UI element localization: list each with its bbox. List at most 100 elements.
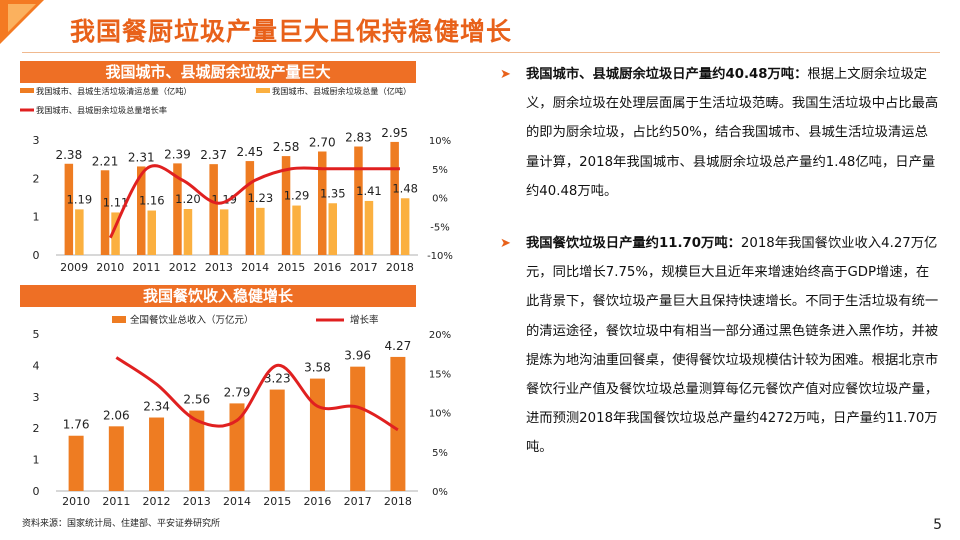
data-label-collection: 2.37 <box>200 148 227 162</box>
bullet-catering-waste-body: 2018年我国餐饮业收入4.27万亿元，同比增长7.75%，规模巨大且近年来增速… <box>526 236 939 456</box>
x-tick-label: 2012 <box>169 261 197 274</box>
y2-tick-label: 5% <box>432 165 448 176</box>
data-label-revenue: 2.56 <box>183 393 210 407</box>
x-tick-label: 2014 <box>223 495 251 508</box>
data-label-kitchen: 1.29 <box>284 189 310 203</box>
data-label-revenue: 2.79 <box>224 385 251 399</box>
bar-kitchen <box>292 205 301 255</box>
data-label-kitchen: 1.48 <box>392 181 418 195</box>
data-label-revenue: 3.23 <box>264 372 291 386</box>
data-label-revenue: 2.34 <box>143 400 170 414</box>
data-label-collection: 2.39 <box>164 147 191 161</box>
y-tick-label: 1 <box>33 211 40 224</box>
data-label-kitchen: 1.16 <box>139 194 165 208</box>
data-label-collection: 2.83 <box>345 131 372 145</box>
data-label-collection: 2.45 <box>236 145 263 159</box>
bar-collection <box>64 163 74 255</box>
legend-label-kitchen: 我国城市、县城厨余垃圾总量（亿吨） <box>272 86 411 96</box>
bar-collection <box>137 166 146 255</box>
x-tick-label: 2013 <box>183 495 211 508</box>
bar-collection <box>209 164 218 255</box>
x-tick-label: 2010 <box>62 495 90 508</box>
bar-collection <box>354 146 363 255</box>
corner-decoration-inner <box>8 4 36 32</box>
bar-revenue <box>68 435 84 491</box>
x-tick-label: 2012 <box>143 495 171 508</box>
source-note: 资料来源：国家统计局、住建部、平安证券研究所 <box>22 519 221 529</box>
chart2-title: 我国餐饮收入稳健增长 <box>20 285 416 307</box>
y2-tick-label: -10% <box>427 251 453 262</box>
page-title: 我国餐厨垃圾产量巨大且保持稳健增长 <box>70 17 513 46</box>
legend-label-revenue: 全国餐饮业总收入（万亿元） <box>130 314 254 326</box>
x-tick-label: 2015 <box>263 495 291 508</box>
chart1: 我国城市、县城生活垃圾清运总量（亿吨） 我国城市、县城厨余垃圾总量（亿吨） 我国城市… <box>20 86 453 274</box>
y-tick-label: 1 <box>33 454 40 467</box>
y2-tick-label: 20% <box>429 330 451 341</box>
bar-collection <box>318 151 327 255</box>
x-tick-label: 2010 <box>96 261 124 274</box>
x-tick-label: 2016 <box>314 261 342 274</box>
data-label-revenue: 2.06 <box>103 408 130 422</box>
x-tick-label: 2014 <box>241 261 269 274</box>
y-tick-label: 4 <box>33 359 40 372</box>
y-tick-label: 3 <box>33 391 40 404</box>
x-tick-label: 2016 <box>303 495 331 508</box>
x-tick-label: 2011 <box>133 261 161 274</box>
data-label-kitchen: 1.41 <box>356 184 382 198</box>
bar-kitchen <box>183 209 193 255</box>
bar-kitchen <box>400 198 410 255</box>
x-tick-label: 2011 <box>102 495 130 508</box>
bar-revenue <box>189 410 205 491</box>
data-label-revenue: 3.96 <box>344 349 371 363</box>
x-tick-label: 2018 <box>384 495 412 508</box>
page-number: 5 <box>933 517 942 533</box>
data-label-collection: 2.58 <box>273 140 300 154</box>
data-label-kitchen: 1.35 <box>320 186 346 200</box>
data-label-collection: 2.31 <box>128 150 155 164</box>
title-divider <box>22 52 940 53</box>
bar-collection <box>281 156 291 255</box>
arrow-bullet-icon: ➤ <box>500 67 511 82</box>
bar-kitchen <box>256 207 265 255</box>
bullet-catering-waste: ➤ 我国餐饮垃圾日产量约11.70万吨：2018年我国餐饮业收入4.27万亿元，… <box>500 229 940 463</box>
data-label-kitchen: 1.23 <box>248 191 274 205</box>
x-tick-label: 2013 <box>205 261 233 274</box>
chart2: 全国餐饮业总收入（万亿元） 增长率 0 1 2 3 4 5 20% 15% 10% 5% 0% 1.76 2… <box>33 314 452 508</box>
bar-collection <box>173 163 182 255</box>
bullet-kitchen-waste: ➤ 我国城市、县城厨余垃圾日产量约40.48万吨：根据上文厨余垃圾定义，厨余垃圾… <box>500 60 940 206</box>
data-label-kitchen: 1.11 <box>103 195 129 209</box>
data-label-kitchen: 1.20 <box>175 192 201 206</box>
bullet-kitchen-waste-heading: 我国城市、县城厨余垃圾日产量约40.48万吨： <box>526 67 808 82</box>
bar-revenue <box>108 426 124 491</box>
bar-kitchen <box>328 203 337 255</box>
data-label-collection: 2.38 <box>55 148 82 162</box>
y2-tick-label: 5% <box>432 448 448 459</box>
bullet-kitchen-waste-body: 根据上文厨余垃圾定义，厨余垃圾在处理层面属于生活垃圾范畴。我国生活垃圾中占比最高… <box>526 67 939 199</box>
bar-collection <box>390 141 399 255</box>
data-label-revenue: 3.58 <box>304 361 331 375</box>
x-tick-label: 2017 <box>350 261 378 274</box>
y2-tick-label: 10% <box>429 409 451 420</box>
bar-revenue <box>229 403 245 491</box>
y-tick-label: 0 <box>33 249 40 262</box>
bar-revenue <box>350 366 366 491</box>
y2-tick-label: 0% <box>432 487 448 498</box>
bar-revenue <box>309 378 325 491</box>
y2-tick-label: 0% <box>432 194 448 205</box>
y-tick-label: 5 <box>33 328 40 341</box>
growth-line <box>108 164 400 239</box>
y-tick-label: 2 <box>33 172 40 185</box>
y2-tick-label: 10% <box>429 136 451 147</box>
y2-tick-label: 15% <box>429 369 451 380</box>
data-label-collection: 2.21 <box>92 154 119 168</box>
bar-revenue <box>390 356 406 491</box>
legend-swatch-collection <box>20 88 34 93</box>
bar-collection <box>245 161 255 255</box>
legend-label-collection: 我国城市、县城生活垃圾清运总量（亿吨） <box>36 86 192 96</box>
growth-line <box>115 356 399 432</box>
bar-revenue <box>149 417 165 491</box>
legend-swatch-revenue <box>112 316 126 323</box>
data-label-kitchen: 1.19 <box>67 192 93 206</box>
bar-kitchen <box>111 212 120 255</box>
chart1-title: 我国城市、县城厨余垃圾产量巨大 <box>20 61 416 83</box>
